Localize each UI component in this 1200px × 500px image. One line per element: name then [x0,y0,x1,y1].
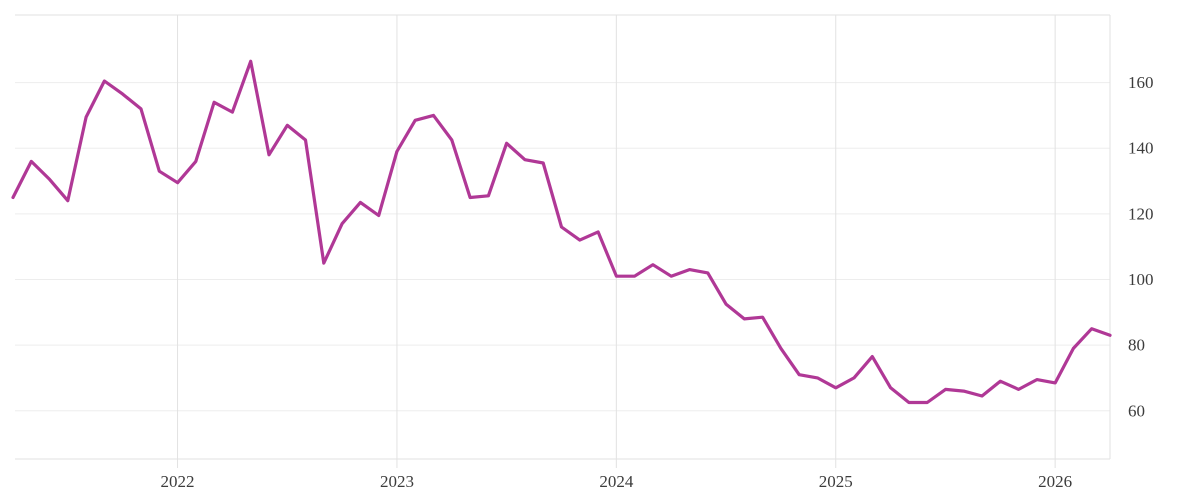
series-line [11,59,1112,405]
y-axis-tick-label: 140 [1128,139,1154,158]
y-axis-tick-label: 80 [1128,336,1145,355]
x-axis-tick-label: 2026 [1038,472,1072,491]
y-axis-tick-label: 160 [1128,73,1154,92]
y-axis-tick-label: 100 [1128,270,1154,289]
x-axis-tick-label: 2023 [380,472,414,491]
x-axis-tick-label: 2022 [161,472,195,491]
x-axis-tick-label: 2025 [819,472,853,491]
x-axis-tick-label: 2024 [599,472,634,491]
y-axis-tick-label: 120 [1128,204,1154,223]
y-axis-tick-label: 60 [1128,401,1145,420]
